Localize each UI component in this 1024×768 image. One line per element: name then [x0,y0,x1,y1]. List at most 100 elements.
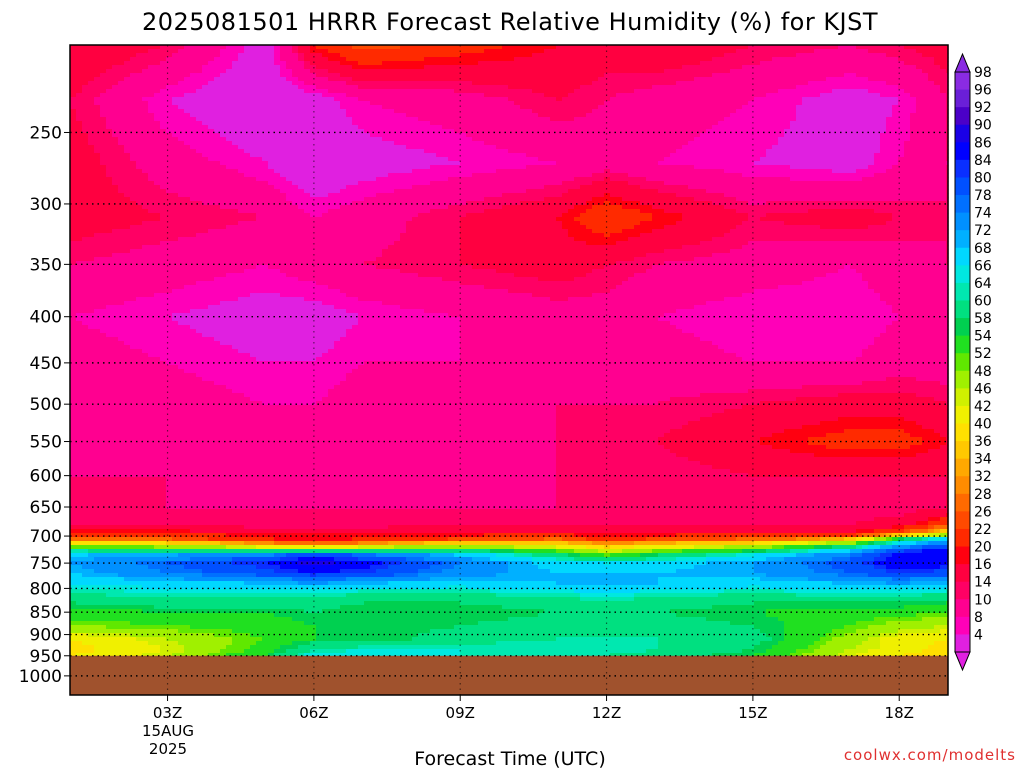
rh-cell [724,157,731,162]
rh-cell [136,149,143,154]
rh-cell [448,173,455,178]
rh-cell [640,153,647,158]
rh-cell [640,125,647,130]
rh-cell [184,85,191,90]
rh-cell [568,145,575,150]
rh-cell [460,137,467,142]
rh-cell [106,165,113,170]
rh-cell [724,109,731,114]
rh-cell [922,173,929,178]
rh-cell [718,93,725,98]
rh-cell [562,141,569,146]
rh-cell [592,121,599,126]
rh-cell [736,89,743,94]
rh-cell [712,165,719,170]
rh-cell [370,165,377,170]
rh-cell [604,53,611,58]
rh-cell [226,121,233,126]
rh-cell [880,129,887,134]
rh-cell [124,73,131,78]
rh-cell [808,125,815,130]
rh-cell [148,49,155,54]
rh-cell [154,149,161,154]
rh-cell [670,169,677,174]
rh-cell [400,69,407,74]
rh-cell [238,105,245,110]
rh-cell [574,65,581,70]
rh-cell [604,105,611,110]
rh-cell [592,97,599,102]
rh-cell [916,125,923,130]
rh-cell [154,121,161,126]
rh-cell [706,173,713,178]
rh-cell [502,73,509,78]
rh-cell [940,161,947,166]
rh-cell [118,161,125,166]
rh-cell [322,149,329,154]
rh-cell [214,125,221,130]
rh-cell [580,57,587,62]
rh-cell [790,165,797,170]
rh-cell [544,137,551,142]
rh-cell [514,125,521,130]
rh-cell [904,49,911,54]
rh-cell [142,141,149,146]
rh-cell [484,173,491,178]
rh-cell [706,65,713,70]
rh-cell [856,45,863,50]
rh-cell [604,73,611,78]
rh-cell [598,113,605,118]
rh-cell [112,65,119,70]
rh-cell [460,117,467,122]
rh-cell [652,113,659,118]
rh-cell [190,169,197,174]
rh-cell [562,105,569,110]
rh-cell [208,97,215,102]
rh-cell [928,113,935,118]
rh-cell [760,133,767,138]
rh-cell [472,73,479,78]
rh-cell [916,77,923,82]
rh-cell [130,133,137,138]
rh-cell [856,85,863,90]
rh-cell [886,125,893,130]
rh-cell [274,125,281,130]
rh-cell [856,129,863,134]
rh-cell [724,49,731,54]
rh-cell [682,93,689,98]
rh-cell [250,133,257,138]
rh-cell [208,117,215,122]
rh-cell [256,141,263,146]
rh-cell [916,117,923,122]
rh-cell [658,57,665,62]
rh-cell [676,153,683,158]
rh-cell [700,117,707,122]
rh-cell [442,169,449,174]
rh-cell [370,141,377,146]
rh-cell [454,85,461,90]
rh-cell [820,161,827,166]
rh-cell [184,89,191,94]
rh-cell [796,177,803,182]
rh-cell [934,97,941,102]
rh-cell [934,45,941,50]
rh-cell [712,129,719,134]
rh-cell [634,69,641,74]
rh-cell [658,65,665,70]
rh-cell [574,61,581,66]
rh-cell [406,137,413,142]
rh-cell [724,149,731,154]
rh-cell [490,137,497,142]
rh-cell [370,73,377,78]
rh-cell [832,129,839,134]
rh-cell [904,53,911,58]
rh-cell [838,57,845,62]
rh-cell [712,69,719,74]
rh-cell [586,61,593,66]
rh-cell [862,165,869,170]
rh-cell [442,121,449,126]
rh-cell [322,169,329,174]
rh-cell [616,69,623,74]
rh-cell [418,49,425,54]
rh-cell [652,89,659,94]
